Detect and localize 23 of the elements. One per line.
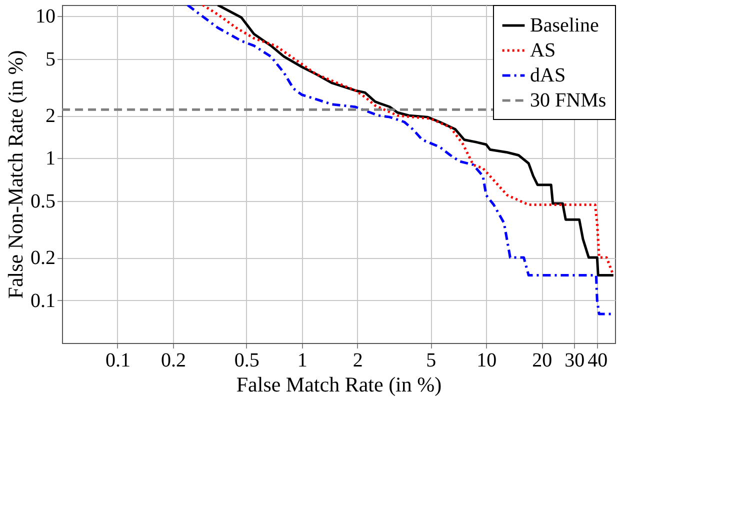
x-tick-label: 0.5 [234,350,260,372]
y-axis-title: False Non-Match Rate (in %) [4,50,28,299]
x-tick-label: 2 [352,350,363,372]
y-tick-label: 2 [46,105,56,127]
y-tick-label: 5 [46,48,56,70]
x-tick-label: 1 [297,350,308,372]
x-tick-label: 0.1 [105,350,130,372]
y-tick-label: 1 [46,148,56,170]
legend-label: Baseline [530,14,599,36]
y-tick-label: 0.1 [30,290,56,312]
x-tick-label: 20 [532,350,552,372]
x-tick-label: 30 [564,350,585,372]
x-tick-label: 10 [476,350,497,372]
x-tick-label: 40 [588,350,608,372]
x-axis-title: False Match Rate (in %) [236,372,442,396]
x-tick-label: 0.2 [160,350,186,372]
y-tick-label: 10 [36,6,56,28]
legend-label: AS [530,40,556,62]
y-tick-label: 0.2 [30,247,56,270]
ref-line-label: 30 FNMs [530,90,606,112]
x-tick-label: 5 [426,350,436,372]
legend-label: dAS [530,64,566,86]
y-tick-label: 0.5 [30,190,56,212]
